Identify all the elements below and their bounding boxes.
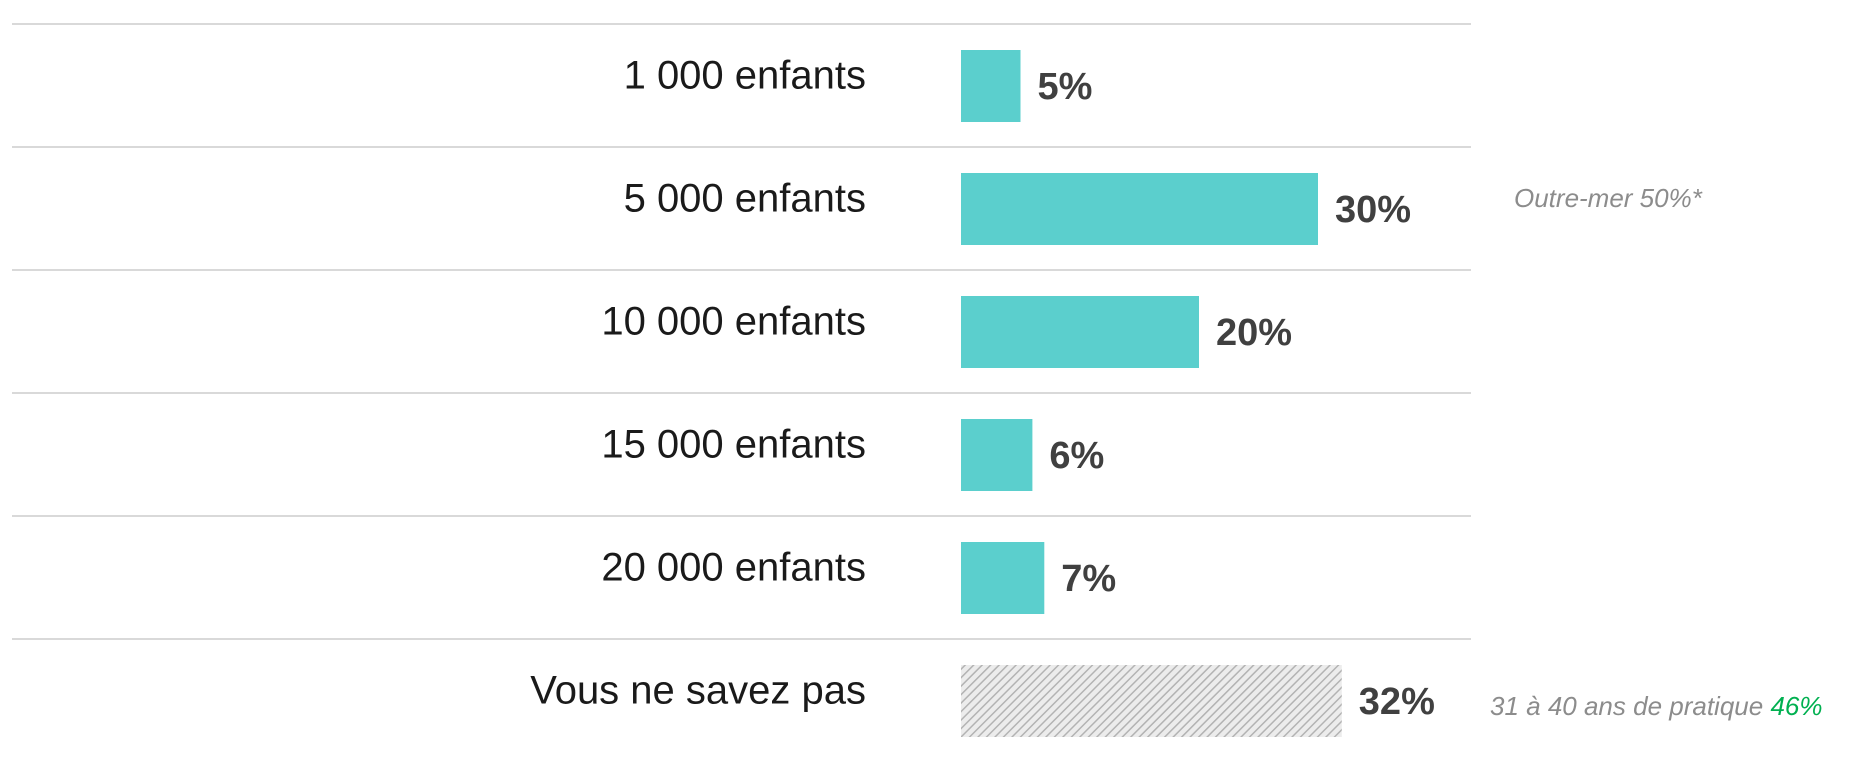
- value-label: 30%: [1335, 189, 1411, 231]
- bar: [961, 296, 1199, 368]
- annotation-text: Outre-mer 50%*: [1514, 183, 1703, 213]
- bar: [961, 173, 1318, 245]
- value-label: 5%: [1038, 66, 1093, 108]
- category-label: 20 000 enfants: [601, 546, 866, 590]
- category-label: 5 000 enfants: [624, 177, 866, 221]
- annotation: Outre-mer 50%*: [1514, 183, 1703, 213]
- bar: [961, 50, 1021, 122]
- bar: [961, 665, 1342, 737]
- category-label: Vous ne savez pas: [530, 669, 866, 713]
- bar: [961, 419, 1033, 491]
- value-label: 32%: [1359, 681, 1435, 723]
- category-label: 1 000 enfants: [624, 54, 866, 98]
- category-label: 10 000 enfants: [601, 300, 866, 344]
- bar: [961, 542, 1045, 614]
- category-label: 15 000 enfants: [601, 423, 866, 467]
- value-label: 6%: [1049, 435, 1104, 477]
- annotation-text: 31 à 40 ans de pratique: [1490, 691, 1763, 721]
- value-label: 7%: [1061, 558, 1116, 600]
- annotation: 31 à 40 ans de pratique 46%: [1490, 691, 1823, 721]
- annotation-highlight: 46%: [1770, 691, 1822, 721]
- value-label: 20%: [1216, 312, 1292, 354]
